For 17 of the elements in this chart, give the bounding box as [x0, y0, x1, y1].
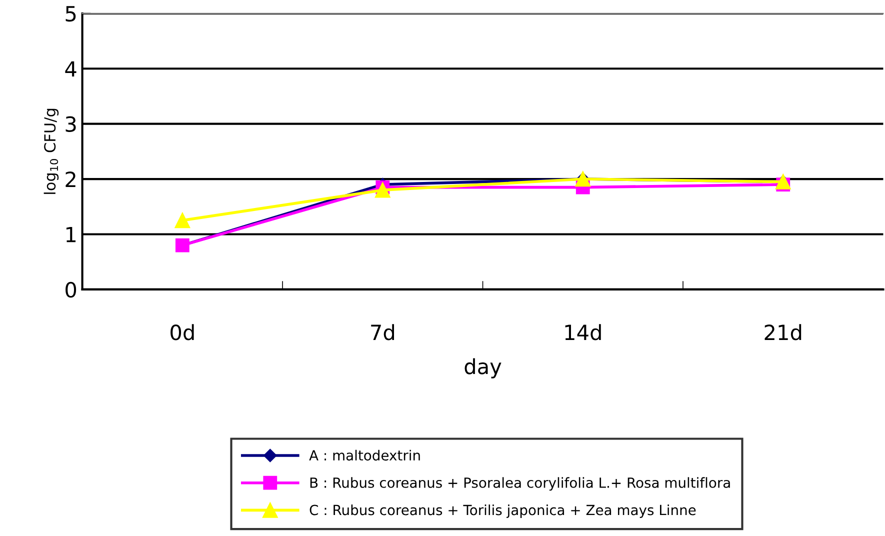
- point: [375, 182, 390, 198]
- legend-label: A : maltodextrin: [309, 450, 420, 461]
- x-axis-title: day: [464, 358, 502, 378]
- legend-label: B : Rubus coreanus + Psoralea corylifolia L.+ Rosa multiflora: [310, 477, 730, 491]
- y-tick-label: 4: [65, 61, 76, 77]
- x-tick-label: 14d: [565, 324, 601, 340]
- x-tick-label: 21d: [764, 324, 802, 340]
- x-tick-label: 0d: [170, 324, 194, 340]
- y-tick-label: 0: [66, 282, 76, 298]
- y-tick-label: 1: [66, 226, 76, 242]
- y-axis-title: log$_{10}$ CFU/g: [44, 108, 59, 194]
- x-tick-label: 7d: [371, 324, 394, 340]
- point: [174, 212, 190, 228]
- legend-label: C : Rubus coreanus + Torilis japonica + Zea mays Linne: [310, 504, 696, 518]
- y-tick-label: 5: [66, 6, 76, 22]
- y-tick-label: 3: [66, 116, 76, 132]
- y-tick-label: 2: [66, 171, 76, 187]
